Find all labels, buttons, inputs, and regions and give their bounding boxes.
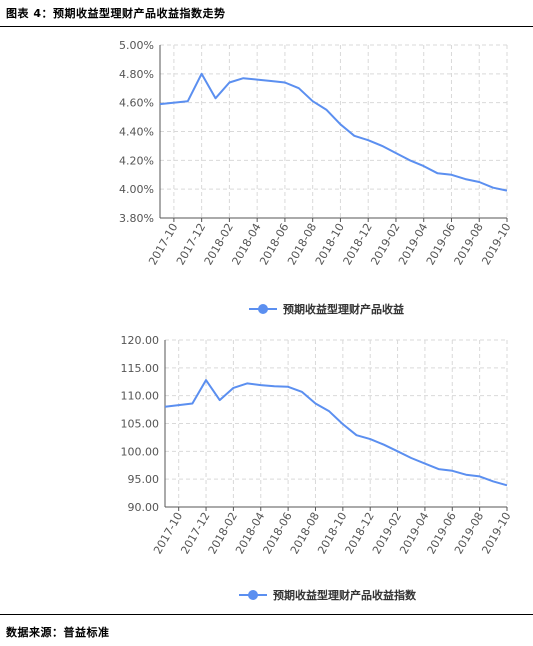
- legend-marker: [258, 304, 268, 314]
- series-line: [159, 72, 508, 192]
- top-rule: [0, 26, 533, 27]
- y-tick-label: 100.00: [121, 445, 160, 458]
- bottom-rule: [0, 614, 533, 615]
- y-tick-label: 4.60%: [119, 97, 154, 110]
- y-tick-label: 90.00: [128, 501, 160, 514]
- y-tick-label: 115.00: [121, 362, 160, 375]
- legend-marker: [248, 590, 258, 600]
- legend-label: 预期收益型理财产品收益指数: [273, 588, 417, 602]
- y-tick-label: 105.00: [121, 418, 160, 431]
- yield-line-chart: 3.80%4.00%4.20%4.40%4.60%4.80%5.00%2017-…: [119, 39, 514, 316]
- y-tick-label: 110.00: [121, 390, 160, 403]
- y-tick-label: 3.80%: [119, 212, 154, 225]
- legend-label: 预期收益型理财产品收益: [283, 302, 404, 316]
- y-tick-label: 5.00%: [119, 39, 154, 52]
- series-line: [164, 379, 508, 487]
- data-source: 数据来源：普益标准: [6, 626, 110, 639]
- y-tick-label: 120.00: [121, 334, 160, 347]
- yield-index-line-chart: 90.00 95.00 100.00 105.00 110.00 115.00 120.00…: [121, 334, 514, 602]
- y-tick-label: 4.20%: [119, 154, 154, 167]
- y-tick-label: 4.80%: [119, 68, 154, 81]
- y-tick-label: 4.40%: [119, 126, 154, 139]
- y-tick-label: 95.00: [128, 473, 160, 486]
- figure-title: 图表 4：预期收益型理财产品收益指数走势: [6, 7, 226, 20]
- y-tick-label: 4.00%: [119, 183, 154, 196]
